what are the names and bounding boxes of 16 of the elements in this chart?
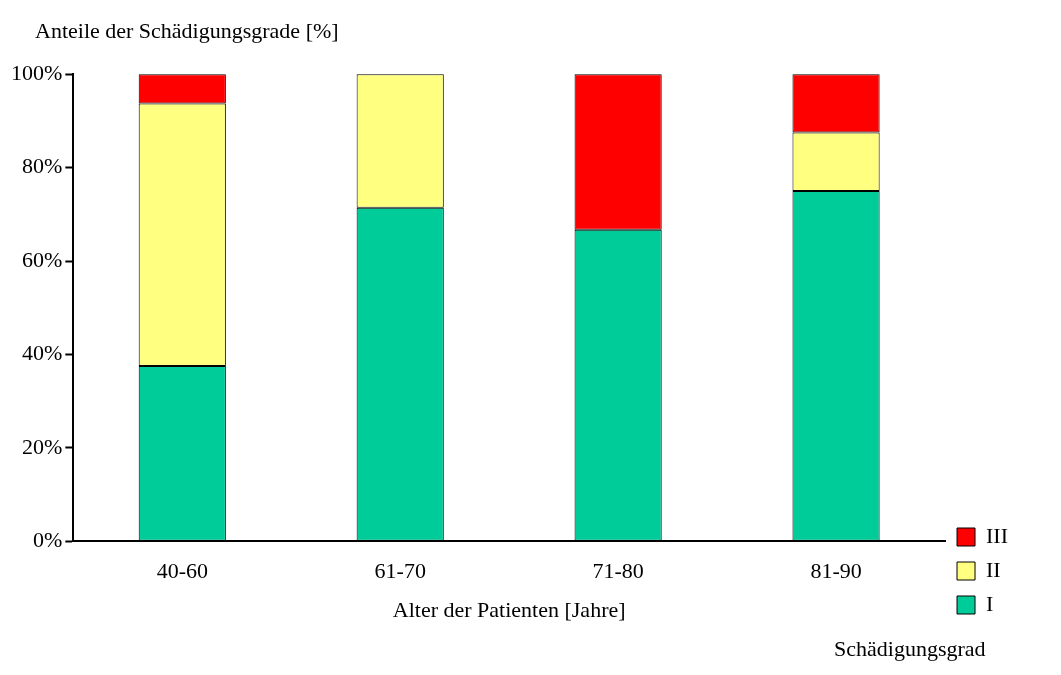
x-tick-label: 71-80 — [592, 558, 644, 584]
x-tick-label: 61-70 — [374, 558, 426, 584]
y-tick-label: 60% — [22, 246, 63, 272]
legend-label: II — [986, 556, 1001, 582]
y-tick-label: 80% — [22, 153, 63, 179]
x-tick-label: 40-60 — [156, 558, 208, 584]
legend-title: Schädigungsgrad — [834, 636, 986, 662]
legend-label: I — [986, 590, 994, 616]
y-axis-title: Anteile der Schädigungsgrade [%] — [35, 18, 339, 44]
y-tick-label: 0% — [33, 526, 63, 552]
x-tick-label: 81-90 — [810, 558, 862, 584]
y-tick-label: 40% — [22, 340, 63, 366]
x-axis-title: Alter der Patienten [Jahre] — [392, 596, 626, 622]
y-tick-label: 100% — [11, 59, 63, 85]
legend-label: III — [986, 522, 1009, 548]
y-tick-label: 20% — [22, 433, 63, 459]
